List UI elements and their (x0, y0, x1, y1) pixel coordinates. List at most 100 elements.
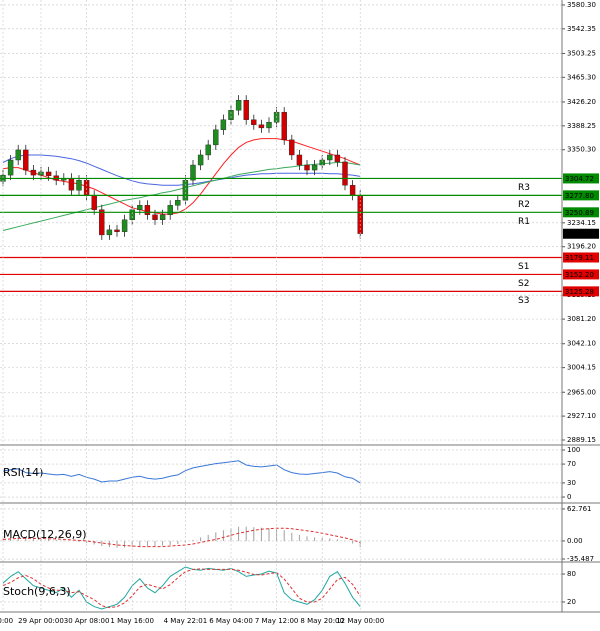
candle-body (91, 195, 97, 210)
level-price-label: 3277.80 (565, 192, 594, 200)
candle-body (213, 129, 219, 146)
candle-body (7, 159, 14, 176)
candle-body (45, 171, 52, 176)
y-tick-label: 2889.15 (567, 436, 596, 444)
level-name: S1 (518, 262, 529, 272)
candle-body (137, 205, 143, 210)
y-tick-label: 3580.30 (567, 1, 596, 9)
candle-body (266, 122, 272, 129)
y-tick-label: 2965.00 (567, 388, 596, 396)
level-price-label: 3179.11 (565, 254, 594, 262)
y-tick-label: 3426.20 (567, 98, 596, 106)
level-name: R2 (518, 200, 530, 210)
level-name: R1 (518, 217, 530, 227)
level-name: R3 (518, 183, 530, 193)
y-tick-label: 30 (567, 479, 576, 487)
candle-body (304, 164, 310, 171)
y-tick-label: 3004.15 (567, 364, 596, 372)
level-price-label: 3152.20 (565, 271, 594, 279)
candle-body (349, 184, 356, 196)
current-price-box (563, 228, 599, 239)
level-price-label: 3304.72 (565, 175, 594, 183)
y-tick-label: 3234.15 (567, 219, 596, 227)
x-tick-label: 8 May 20:00 (300, 617, 344, 625)
candle-body (334, 154, 341, 163)
x-tick-label: 30 Apr 08:00 (64, 617, 110, 625)
rsi-line (2, 460, 361, 484)
y-tick-label: 100 (567, 446, 580, 454)
x-tick-label: 20:00 (0, 617, 13, 625)
y-tick-label: 70 (567, 460, 576, 468)
panel-title: RSI(14) (3, 466, 43, 479)
candle-body (342, 161, 348, 186)
panel-title: Stoch(9,6,3) (3, 585, 71, 598)
y-tick-label: 3465.30 (567, 73, 596, 81)
candle-body (167, 205, 173, 215)
candle-body (251, 119, 257, 125)
candle-body (106, 229, 113, 236)
candle-body (76, 179, 82, 191)
y-tick-label: 0.00 (567, 537, 583, 545)
level-name: S2 (518, 279, 529, 289)
current-price-label: 3216.84 (565, 230, 594, 238)
moving-average (2, 138, 361, 215)
candle-body (289, 139, 295, 156)
candle-body (220, 119, 227, 130)
candle-body (15, 149, 21, 161)
x-tick-label: 4 May 22:01 (164, 617, 208, 625)
candle-body (197, 154, 204, 166)
x-tick-label: 7 May 12:00 (255, 617, 299, 625)
candle-body (68, 178, 75, 191)
y-tick-label: 3388.25 (567, 122, 596, 130)
level-price-box (563, 286, 599, 297)
panel-title: MACD(12,26,9) (3, 528, 87, 541)
candle-body (129, 209, 135, 220)
candle-body (23, 149, 29, 171)
y-tick-label: 3196.20 (567, 243, 596, 251)
candle-body (228, 110, 234, 120)
level-price-box (563, 190, 599, 201)
stoch-d (2, 568, 361, 609)
candle-body (152, 214, 158, 220)
candle-body (296, 154, 303, 166)
candle-body (121, 219, 128, 232)
y-tick-label: 62.761 (567, 505, 592, 513)
x-tick-label: 1 May 16:00 (110, 617, 154, 625)
y-tick-label: 0 (567, 493, 571, 501)
candle-body (327, 154, 333, 161)
y-tick-label: 3081.20 (567, 315, 596, 323)
y-tick-label: 3350.30 (567, 146, 596, 154)
y-tick-label: 3042.10 (567, 340, 596, 348)
y-tick-label: 3503.25 (567, 49, 596, 57)
candle-body (258, 124, 265, 129)
candle-body (281, 111, 287, 141)
y-tick-label: 2927.10 (567, 412, 596, 420)
candle-body (159, 214, 166, 220)
level-name: S3 (518, 296, 529, 306)
level-price-box (563, 252, 599, 263)
candle-body (205, 144, 211, 156)
candle-body (190, 164, 196, 181)
y-tick-label: 3542.35 (567, 25, 596, 33)
stoch-k (2, 566, 361, 610)
candle-body (144, 205, 151, 215)
candle-body (30, 169, 37, 176)
moving-average (2, 162, 361, 231)
level-price-box (563, 207, 599, 218)
candle-body (114, 229, 120, 232)
candle-body (243, 100, 249, 120)
x-tick-label: 29 Apr 00:00 (18, 617, 64, 625)
x-tick-label: 12 May 00:00 (336, 617, 384, 625)
level-price-label: 3125.28 (565, 288, 594, 296)
moving-average (2, 154, 361, 186)
candle-body (99, 209, 105, 236)
y-tick-label: 80 (567, 570, 576, 578)
level-price-box (563, 173, 599, 184)
level-price-box (563, 269, 599, 280)
candle-body (235, 100, 242, 111)
candle-body (175, 200, 181, 206)
y-tick-label: 20 (567, 598, 576, 606)
y-tick-label: -35.487 (567, 555, 594, 563)
candle-body (311, 164, 318, 171)
